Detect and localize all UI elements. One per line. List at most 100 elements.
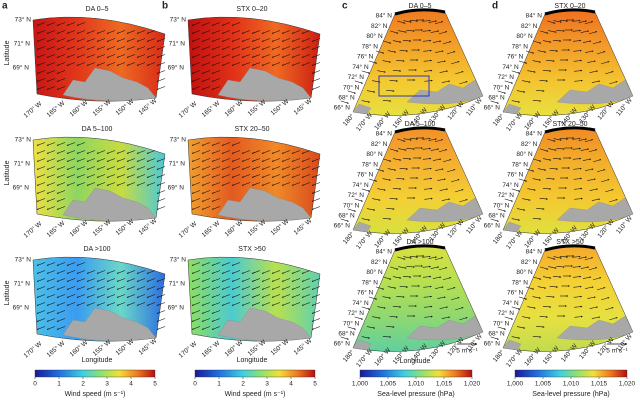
wind-vector <box>291 302 301 306</box>
wind-vector <box>76 294 86 298</box>
wind-vector <box>340 336 349 340</box>
wind-vector <box>46 302 56 306</box>
axis-label: Longitude <box>400 358 431 365</box>
wind-vector <box>572 265 581 268</box>
wind-vector <box>271 270 281 274</box>
wind-vector <box>201 270 211 274</box>
latitude-label: 73° N <box>170 256 187 264</box>
wind-vector <box>96 62 106 66</box>
wind-vector <box>532 100 542 102</box>
wind-vector <box>422 275 432 278</box>
wind-vector <box>291 38 301 42</box>
wind-vector <box>146 302 156 306</box>
wind-vector <box>231 174 241 178</box>
wind-vector <box>340 218 349 222</box>
wind-vector <box>156 70 166 74</box>
wind-vector <box>221 150 231 154</box>
wind-vector <box>251 150 261 154</box>
wind-vector <box>191 278 201 282</box>
latitude-label: 72° N <box>498 191 515 199</box>
wind-vector <box>573 285 582 288</box>
wind-vector <box>221 158 231 162</box>
wind-vector <box>116 158 126 162</box>
wind-vector <box>201 310 211 314</box>
wind-vector <box>201 294 211 298</box>
wind-vector <box>241 46 251 50</box>
wind-vector <box>504 198 514 202</box>
wind-vector <box>251 30 261 34</box>
wind-vector <box>211 302 221 306</box>
colorbar-tick-label: 4 <box>129 381 133 388</box>
wind-vector <box>588 149 598 153</box>
longitude-label: 165° W <box>200 99 222 119</box>
wind-vector <box>301 286 311 290</box>
wind-vector <box>156 166 166 170</box>
wind-vector <box>201 326 211 330</box>
wind-vector <box>76 174 86 178</box>
land <box>217 187 312 222</box>
wind-vector <box>392 276 402 279</box>
land <box>352 339 372 351</box>
wind-vector <box>156 182 166 186</box>
ocean-field <box>32 16 166 102</box>
wind-vector <box>542 276 552 279</box>
wind-vector <box>211 190 221 194</box>
wind-vector <box>106 150 116 154</box>
wind-vector <box>504 316 514 320</box>
wind-vector <box>261 54 271 58</box>
wind-vector <box>389 198 398 200</box>
wind-vector <box>46 190 56 194</box>
wind-vector <box>291 270 301 274</box>
latitude-label: 80° N <box>516 268 533 276</box>
wind-vector <box>211 158 221 162</box>
wind-vector <box>76 30 86 34</box>
wind-vector <box>572 275 582 278</box>
wind-vector <box>136 62 146 66</box>
wind-vector <box>136 46 146 50</box>
wind-vector <box>532 276 542 280</box>
wind-vector <box>518 296 528 300</box>
latitude-label: 84° N <box>526 12 543 20</box>
wind-vector <box>156 86 166 90</box>
colorbar <box>359 369 473 378</box>
wind-vector <box>66 166 76 170</box>
wind-vector <box>231 182 241 186</box>
wind-vector <box>536 208 545 210</box>
wind-vector <box>525 286 535 290</box>
wind-vector <box>56 54 66 58</box>
wind-vector <box>301 62 311 66</box>
longitude-label: 180° <box>341 230 356 246</box>
wind-vector <box>582 158 592 161</box>
ocean-field <box>32 256 166 342</box>
ocean-field <box>187 16 321 102</box>
wind-vector <box>221 22 231 26</box>
wind-vector <box>601 297 610 301</box>
pole-arc <box>544 244 596 252</box>
wind-vector <box>156 158 166 162</box>
wind-vector <box>434 21 444 25</box>
wind-vector <box>574 197 583 200</box>
wind-vector <box>231 294 241 298</box>
wind-vector <box>281 270 291 274</box>
wind-vector <box>532 178 541 181</box>
wind-vector <box>191 190 201 194</box>
wind-vector <box>281 62 291 66</box>
latitude-label: 73° N <box>15 16 32 24</box>
longitude-label: 165° W <box>45 99 67 119</box>
land <box>556 315 634 341</box>
wind-vector <box>291 174 301 178</box>
wind-vector <box>542 40 552 43</box>
wind-vector <box>409 256 419 258</box>
panel-letter: c <box>342 1 348 12</box>
wind-vector <box>76 158 86 162</box>
wind-vector <box>553 256 562 259</box>
wind-vector <box>191 310 201 314</box>
wind-vector <box>409 138 419 140</box>
longitude-label: 165° W <box>200 339 222 359</box>
wind-vector <box>375 286 385 290</box>
panel-title: DA 0–5 <box>409 3 432 10</box>
wind-vector <box>605 189 614 193</box>
wind-vector <box>221 62 231 66</box>
wind-vector <box>459 199 468 203</box>
wind-vector <box>596 287 606 291</box>
